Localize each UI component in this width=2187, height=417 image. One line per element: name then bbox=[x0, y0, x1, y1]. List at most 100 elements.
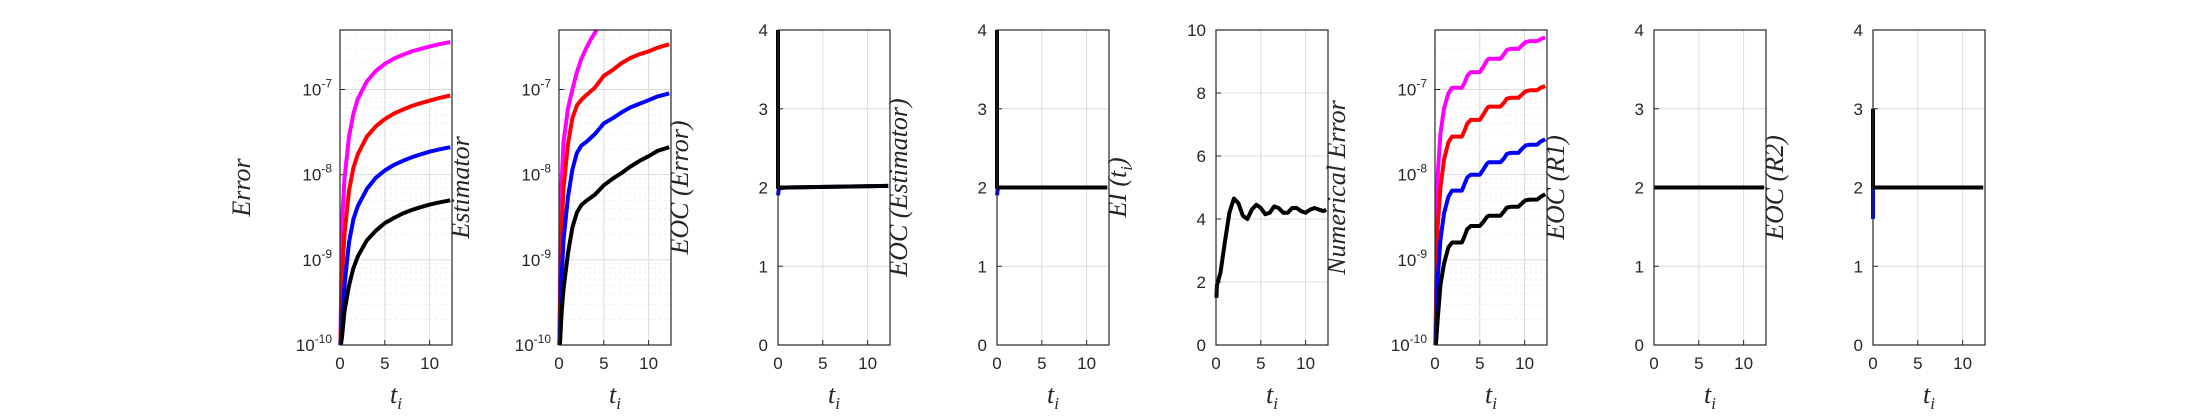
axes-frame bbox=[1215, 29, 1329, 346]
subplot-2: 0 5 10 10-10 10-9 10-8 10-7 ti Estimator bbox=[446, 28, 672, 413]
y-tick-label: 0 bbox=[1197, 336, 1206, 355]
x-tick-label: 5 bbox=[1475, 354, 1484, 373]
x-tick-label: 5 bbox=[1694, 354, 1703, 373]
y-axis-label: Estimator bbox=[446, 135, 475, 239]
y-tick-label: 6 bbox=[1197, 147, 1206, 166]
x-tick-label: 0 bbox=[1211, 354, 1220, 373]
subplot-4: 0 5 10 0 1 2 3 4 ti EOC (Estimator) bbox=[884, 21, 1110, 413]
subplot-6: 0 5 10 10-10 10-9 10-8 10-7 ti Numerical Error bbox=[1322, 29, 1548, 413]
subplot-7: 0 5 10 0 1 2 3 4 ti EOC (R1) bbox=[1541, 21, 1767, 413]
y-axis-label: EOC (R1) bbox=[1541, 135, 1570, 241]
x-tick-label: 5 bbox=[599, 354, 608, 373]
y-tick-label: 10-10 bbox=[1391, 332, 1428, 355]
y-tick-label: 10-8 bbox=[521, 162, 551, 185]
x-tick-label: 10 bbox=[1296, 354, 1315, 373]
y-tick-label: 4 bbox=[978, 21, 987, 40]
x-axis-label: ti bbox=[1047, 380, 1059, 413]
y-tick-label: 10-10 bbox=[296, 332, 333, 355]
x-tick-label: 10 bbox=[1953, 354, 1972, 373]
y-axis-label: Numerical Error bbox=[1322, 99, 1351, 275]
x-tick-label: 0 bbox=[1430, 354, 1439, 373]
y-tick-label: 2 bbox=[1854, 179, 1863, 198]
y-axis-label: EOC (Estimator) bbox=[884, 98, 913, 277]
axes-frame bbox=[1434, 29, 1548, 346]
subplot-3: 0 5 10 0 1 2 3 4 ti EOC (Error) bbox=[665, 21, 891, 413]
x-tick-label: 5 bbox=[1256, 354, 1265, 373]
y-tick-label: 3 bbox=[759, 100, 768, 119]
series-line-1 bbox=[557, 28, 599, 346]
y-axis-label: EI (ti) bbox=[1103, 157, 1136, 218]
y-tick-label: 10 bbox=[1187, 21, 1206, 40]
y-tick-label: 3 bbox=[1635, 100, 1644, 119]
series-line-4 bbox=[338, 198, 451, 346]
subplot-1: 0 5 10 10-10 10-9 10-8 10-7 ti Error bbox=[227, 29, 453, 413]
x-tick-label: 5 bbox=[818, 354, 827, 373]
y-tick-label: 10-7 bbox=[521, 77, 551, 100]
x-tick-label: 10 bbox=[639, 354, 658, 373]
series-line-3 bbox=[1871, 108, 1984, 190]
y-axis-label: Error bbox=[227, 157, 256, 217]
axes-frame bbox=[339, 29, 453, 346]
subplot-8: 0 5 10 0 1 2 3 4 ti EOC (R2) bbox=[1760, 21, 1986, 413]
x-axis-label: ti bbox=[1485, 380, 1497, 413]
y-tick-label: 2 bbox=[978, 179, 987, 198]
series-line-2 bbox=[338, 93, 451, 346]
x-tick-label: 10 bbox=[420, 354, 439, 373]
x-axis-label: ti bbox=[390, 380, 402, 413]
axes-frame bbox=[1653, 29, 1767, 346]
y-tick-label: 0 bbox=[759, 336, 768, 355]
x-tick-label: 5 bbox=[380, 354, 389, 373]
y-tick-label: 10-8 bbox=[302, 162, 332, 185]
axes-frame bbox=[558, 29, 672, 346]
series-line-3 bbox=[1433, 137, 1547, 346]
x-tick-label: 0 bbox=[1649, 354, 1658, 373]
series-line-4 bbox=[557, 145, 670, 346]
y-tick-label: 10-9 bbox=[1397, 247, 1427, 270]
y-tick-label: 4 bbox=[1197, 210, 1206, 229]
y-tick-label: 2 bbox=[1635, 179, 1644, 198]
y-tick-label: 4 bbox=[1854, 21, 1863, 40]
series-line-3 bbox=[557, 91, 670, 346]
x-tick-label: 5 bbox=[1037, 354, 1046, 373]
x-axis-label: ti bbox=[1266, 380, 1278, 413]
series-line-2 bbox=[1433, 84, 1546, 346]
y-tick-label: 0 bbox=[978, 336, 987, 355]
x-axis-label: ti bbox=[1704, 380, 1716, 413]
y-tick-label: 2 bbox=[1197, 273, 1206, 292]
x-axis-label: ti bbox=[828, 380, 840, 413]
x-tick-label: 0 bbox=[773, 354, 782, 373]
y-tick-label: 4 bbox=[1635, 21, 1644, 40]
x-tick-label: 10 bbox=[858, 354, 877, 373]
subplot-5: 0 5 10 0 2 4 6 8 10 ti EI (ti) bbox=[1103, 21, 1329, 413]
y-tick-label: 0 bbox=[1854, 336, 1863, 355]
y-tick-label: 4 bbox=[759, 21, 768, 40]
y-tick-label: 3 bbox=[1854, 100, 1863, 119]
x-tick-label: 10 bbox=[1515, 354, 1534, 373]
x-tick-label: 5 bbox=[1913, 354, 1922, 373]
x-tick-label: 0 bbox=[992, 354, 1001, 373]
series-line-4 bbox=[1433, 192, 1547, 346]
x-tick-label: 10 bbox=[1077, 354, 1096, 373]
y-tick-label: 1 bbox=[1635, 257, 1644, 276]
y-tick-label: 10-9 bbox=[521, 247, 551, 270]
y-axis-label: EOC (Error) bbox=[665, 120, 694, 255]
x-tick-label: 0 bbox=[1868, 354, 1877, 373]
x-axis-label: ti bbox=[609, 380, 621, 413]
series-line-1 bbox=[338, 40, 451, 346]
series-line-2 bbox=[557, 42, 670, 346]
y-tick-label: 10-8 bbox=[1397, 162, 1427, 185]
y-tick-label: 10-10 bbox=[515, 332, 552, 355]
axes-frame bbox=[996, 29, 1110, 346]
y-tick-label: 8 bbox=[1197, 84, 1206, 103]
series-line-1 bbox=[1433, 35, 1546, 346]
y-tick-label: 0 bbox=[1635, 336, 1644, 355]
y-tick-label: 10-7 bbox=[1397, 77, 1427, 100]
axes-frame bbox=[777, 29, 891, 346]
y-tick-label: 1 bbox=[978, 257, 987, 276]
y-tick-label: 10-7 bbox=[302, 77, 332, 100]
x-tick-label: 10 bbox=[1734, 354, 1753, 373]
y-tick-label: 1 bbox=[759, 257, 768, 276]
y-tick-label: 10-9 bbox=[302, 247, 332, 270]
y-tick-label: 3 bbox=[978, 100, 987, 119]
